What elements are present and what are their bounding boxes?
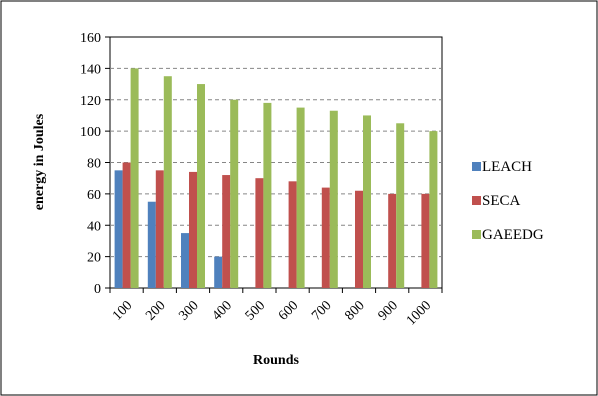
legend-label-seca: SECA [482, 193, 521, 209]
y-tick-label: 160 [80, 31, 101, 46]
y-tick-label: 120 [80, 94, 101, 109]
bar-leach [181, 233, 189, 288]
bar-leach [114, 170, 123, 288]
bar-leach [214, 256, 223, 288]
legend-label-leach: LEACH [482, 159, 532, 175]
bar-seca [421, 193, 430, 288]
bar-gaeedg [230, 99, 239, 288]
bar-seca [355, 190, 363, 288]
y-tick-label: 80 [87, 157, 101, 172]
bar-gaeedg [130, 68, 139, 288]
legend-label-gaeedg: GAEEDG [482, 227, 544, 243]
bar-seca [155, 170, 164, 288]
bar-seca [288, 181, 297, 288]
bar-seca [189, 171, 197, 288]
y-tick-label: 100 [80, 125, 101, 140]
bar-gaeedg [296, 107, 305, 288]
legend-swatch-gaeedg [472, 230, 481, 239]
y-axis-ticks: 0 20 40 60 80 100 120 140 160 [80, 31, 110, 297]
y-tick-label: 40 [87, 219, 101, 234]
legend-swatch-leach [472, 162, 481, 171]
bar-gaeedg [163, 76, 172, 288]
bar-seca [122, 162, 131, 288]
bar-gaeedg [429, 131, 438, 288]
legend-swatch-seca [472, 196, 481, 205]
bar-seca [388, 193, 397, 288]
bar-gaeedg [263, 102, 272, 288]
bar-gaeedg [363, 115, 371, 288]
bar-gaeedg [197, 84, 205, 288]
grid-lines [110, 67, 442, 258]
y-tick-label: 60 [87, 188, 101, 203]
legend: LEACH SECA GAEEDG [472, 159, 544, 243]
bar-seca [321, 187, 330, 288]
y-tick-label: 0 [94, 282, 101, 297]
y-tick-label: 20 [87, 251, 101, 266]
bar-gaeedg [396, 123, 405, 288]
y-tick-label: 140 [80, 62, 101, 77]
y-axis-label: energy in Joules [32, 113, 47, 210]
bar-gaeedg [329, 110, 338, 288]
bar-seca [222, 175, 231, 288]
bar-seca [255, 178, 264, 288]
x-axis-label: Rounds [253, 353, 299, 368]
bar-leach [147, 201, 156, 288]
bars [114, 68, 438, 288]
